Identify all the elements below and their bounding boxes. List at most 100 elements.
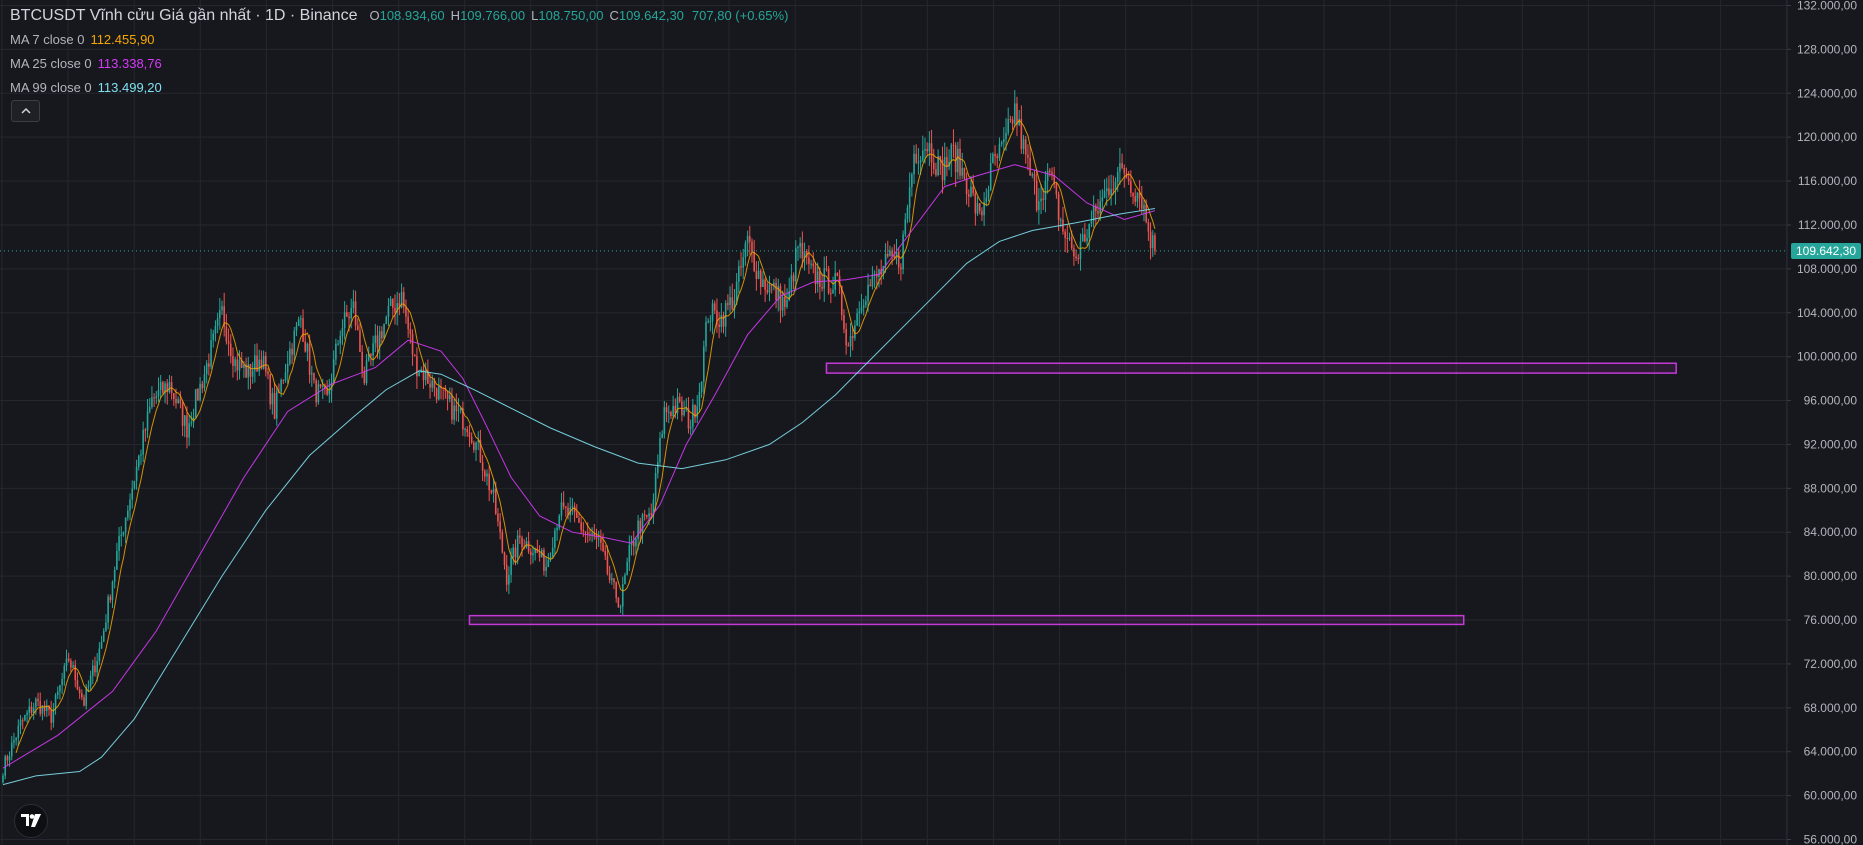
candle-body	[529, 551, 532, 556]
candle-body	[573, 506, 576, 513]
candle-body	[435, 388, 438, 400]
candle-body	[775, 282, 777, 301]
candle-body	[1057, 194, 1060, 221]
candle-body	[440, 385, 442, 388]
candle-body	[26, 712, 28, 716]
candle-body	[308, 343, 311, 375]
candle-body	[405, 306, 407, 317]
candle-body	[339, 335, 342, 344]
candle-body	[961, 167, 964, 176]
candle-body	[2, 775, 4, 783]
candle-body	[536, 548, 539, 554]
tradingview-logo-icon[interactable]	[14, 804, 48, 838]
candle-body	[265, 355, 267, 372]
candle-body	[262, 355, 265, 369]
candle-body	[464, 428, 466, 430]
candle-body	[8, 756, 11, 761]
candle-body	[676, 396, 679, 414]
price-axis[interactable]: 56.000,00 60.000,00 64.000,00 68.000,00 72.0…	[1786, 0, 1863, 845]
candle-body	[1092, 205, 1095, 221]
candle-body	[273, 393, 276, 419]
candle-body	[249, 364, 252, 377]
tv-mark	[21, 814, 41, 827]
candle-body	[556, 527, 558, 531]
candle-body	[768, 284, 771, 293]
candle-body	[900, 267, 902, 270]
candle-body	[648, 513, 650, 517]
candle-body	[70, 660, 72, 668]
candle-body	[192, 417, 195, 423]
candle-body	[600, 538, 602, 543]
candle-body	[646, 515, 648, 517]
candle-body	[753, 251, 755, 272]
candle-body	[784, 296, 786, 307]
candle-body	[1119, 163, 1121, 172]
candle-body	[729, 297, 731, 305]
candle-body	[508, 574, 510, 585]
candle-body	[19, 720, 22, 726]
price-tick-label: 60.000,00	[1804, 789, 1858, 803]
candle-body	[400, 292, 403, 308]
price-tick-label: 116.000,00	[1798, 174, 1857, 188]
candle-body	[1114, 182, 1117, 190]
candle-body	[821, 286, 823, 289]
candle-body	[120, 534, 123, 537]
candle-body	[954, 145, 957, 173]
candle-body	[1016, 103, 1018, 125]
candle-body	[199, 383, 201, 401]
candle-body	[580, 522, 582, 530]
candle-body	[453, 405, 455, 420]
candle-body	[687, 408, 690, 429]
candle-body	[162, 382, 164, 393]
candle-body	[466, 428, 469, 433]
candle-body	[356, 325, 359, 331]
candle-body	[689, 426, 692, 429]
candle-body	[1123, 167, 1126, 174]
candle-body	[1086, 237, 1088, 242]
candle-body	[554, 530, 556, 548]
candle-body	[343, 312, 346, 328]
candle-body	[148, 407, 151, 412]
candle-body	[654, 473, 657, 500]
price-axis-bg	[1787, 0, 1863, 845]
candle-body	[1040, 198, 1042, 202]
ma7-row[interactable]: MA 7 close 0 112.455,90	[10, 28, 790, 52]
candle-body	[32, 707, 35, 713]
candle-body	[1112, 189, 1115, 191]
candle-body	[258, 359, 261, 372]
candle-body	[175, 399, 177, 404]
candle-body	[678, 396, 681, 402]
price-tick-label: 132.000,00	[1797, 0, 1857, 12]
symbol-title[interactable]: BTCUSDT Vĩnh cửu Giá gần nhất · 1D · Bin…	[10, 7, 358, 24]
candle-body	[641, 514, 644, 534]
candle-body	[1059, 219, 1062, 221]
candle-body	[1101, 197, 1104, 202]
candle-body	[1088, 223, 1091, 238]
candle-body	[503, 552, 506, 565]
candle-body	[838, 275, 841, 286]
candle-body	[773, 282, 775, 286]
ma25-row[interactable]: MA 25 close 0 113.338,76	[10, 52, 790, 76]
candle-body	[291, 348, 293, 355]
candle-body	[348, 316, 350, 319]
candle-body	[843, 315, 845, 330]
price-tick-label: 72.000,00	[1804, 657, 1858, 671]
collapse-legend-button[interactable]	[11, 100, 40, 122]
candle-body	[1022, 139, 1025, 150]
candle-body	[78, 689, 81, 694]
symbol-row: BTCUSDT Vĩnh cửu Giá gần nhất · 1D · Bin…	[10, 4, 790, 28]
candle-body	[1000, 142, 1003, 145]
candle-body	[770, 284, 773, 286]
candle-body	[808, 257, 810, 264]
candle-body	[543, 549, 545, 571]
low-value: 108.750,00	[538, 8, 604, 23]
candle-body	[911, 174, 913, 188]
candle-body	[378, 331, 381, 348]
ma99-row[interactable]: MA 99 close 0 113.499,20	[10, 76, 790, 100]
candle-body	[1051, 172, 1053, 175]
candle-body	[578, 517, 580, 523]
candle-body	[527, 541, 530, 552]
candle-body	[416, 356, 418, 377]
candle-body	[197, 389, 199, 401]
